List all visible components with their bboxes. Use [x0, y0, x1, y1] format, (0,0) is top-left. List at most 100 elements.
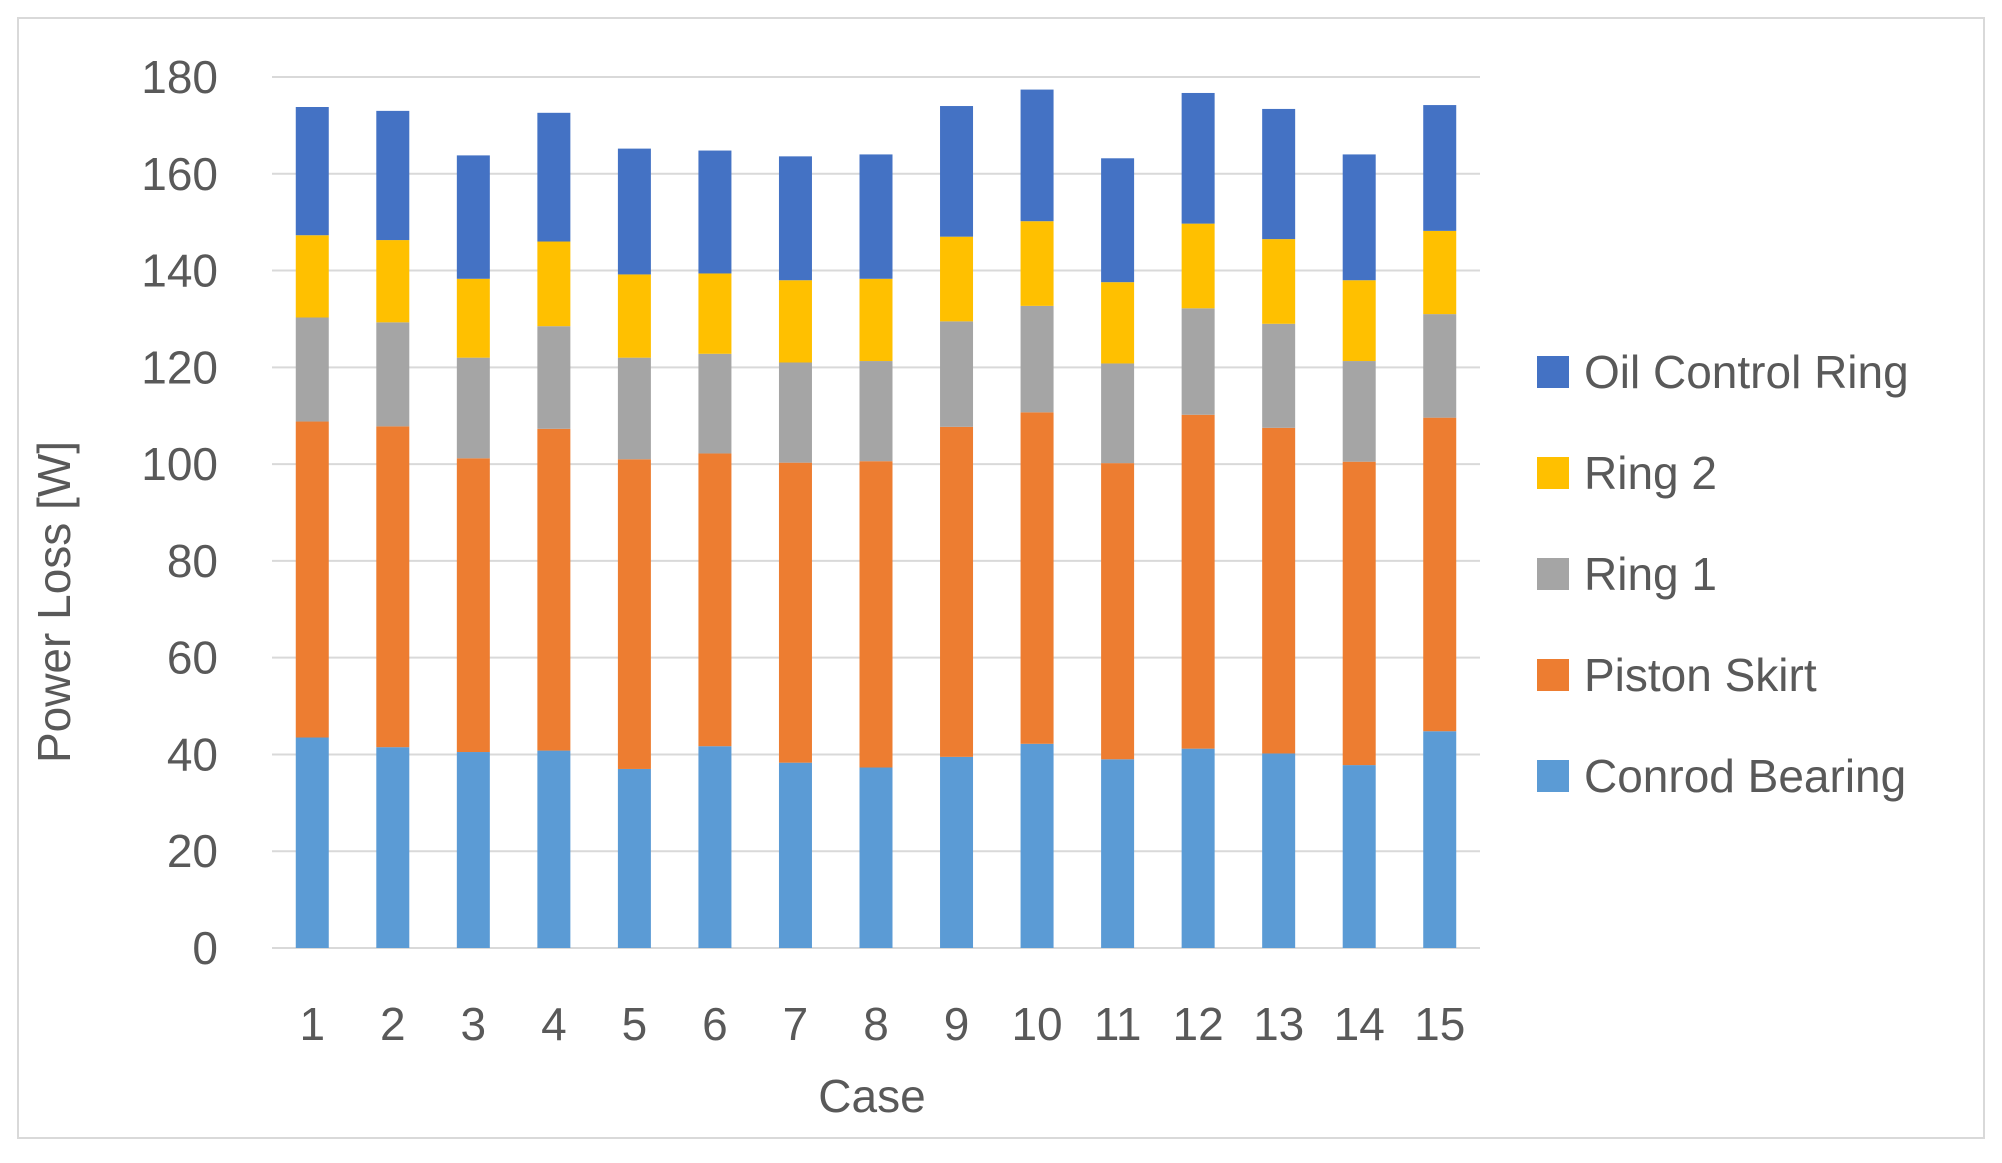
bar-segment	[1181, 92, 1215, 224]
bar-segment	[617, 148, 651, 275]
x-axis-title: Case	[818, 1070, 925, 1122]
legend-swatch	[1537, 760, 1569, 792]
y-tick-label: 140	[141, 245, 218, 297]
y-tick-label: 60	[167, 632, 218, 684]
bar-segment	[1020, 89, 1054, 222]
bar-segment	[859, 361, 893, 462]
x-tick-label: 8	[863, 998, 889, 1050]
x-tick-label: 13	[1253, 998, 1304, 1050]
x-tick-label: 11	[1094, 998, 1142, 1050]
bar-segment	[940, 321, 974, 427]
bar-segment	[1020, 305, 1054, 413]
x-tick-label: 10	[1011, 998, 1062, 1050]
bar-segment	[859, 278, 893, 362]
legend-label: Conrod Bearing	[1584, 750, 1906, 802]
bar-segment	[778, 762, 812, 948]
bars	[295, 89, 1457, 948]
bar-segment	[1342, 280, 1376, 362]
legend-swatch	[1537, 558, 1569, 590]
bar-segment	[1423, 105, 1457, 231]
bar-segment	[1181, 223, 1215, 309]
bar-segment	[537, 750, 571, 948]
bar-segment	[617, 357, 651, 460]
y-axis-title: Power Loss [W]	[28, 441, 80, 763]
x-tick-label: 14	[1334, 998, 1385, 1050]
bar-segment	[1181, 308, 1215, 415]
legend-swatch	[1537, 356, 1569, 388]
bar-segment	[1342, 461, 1376, 766]
legend-label: Ring 1	[1584, 548, 1717, 600]
bar-segment	[1101, 282, 1135, 364]
y-tick-label: 40	[167, 728, 218, 780]
x-tick-label: 15	[1414, 998, 1465, 1050]
bar-segment	[1262, 427, 1296, 754]
bar-segment	[537, 241, 571, 327]
bar-segment	[940, 426, 974, 757]
bar-segment	[456, 458, 490, 753]
bar-segment	[778, 462, 812, 763]
bar-segment	[859, 154, 893, 279]
y-tick-label: 20	[167, 825, 218, 877]
bar-segment	[1101, 463, 1135, 760]
bar-segment	[1020, 412, 1054, 744]
bar-segment	[698, 353, 732, 454]
y-tick-label: 180	[141, 51, 218, 103]
bar-segment	[456, 357, 490, 459]
bar-segment	[1101, 158, 1135, 283]
bar-segment	[376, 110, 410, 241]
x-tick-label: 7	[783, 998, 809, 1050]
bar-segment	[1342, 765, 1376, 948]
y-tick-label: 80	[167, 535, 218, 587]
x-tick-label: 12	[1173, 998, 1224, 1050]
bar-segment	[376, 322, 410, 427]
bar-segment	[537, 428, 571, 751]
bar-segment	[295, 737, 329, 948]
legend-swatch	[1537, 659, 1569, 691]
bar-segment	[295, 317, 329, 422]
x-tick-label: 1	[299, 998, 325, 1050]
legend-swatch	[1537, 457, 1569, 489]
bar-segment	[295, 235, 329, 318]
bar-segment	[456, 752, 490, 948]
y-tick-label: 120	[141, 341, 218, 393]
x-tick-label: 4	[541, 998, 567, 1050]
bar-segment	[698, 273, 732, 354]
bar-segment	[537, 112, 571, 242]
bar-segment	[376, 240, 410, 323]
bar-segment	[940, 756, 974, 948]
bar-segment	[295, 107, 329, 236]
bar-segment	[698, 150, 732, 274]
bar-segment	[456, 155, 490, 279]
chart-border	[17, 17, 1985, 1139]
bar-segment	[1181, 414, 1215, 749]
bar-segment	[1181, 748, 1215, 948]
bar-segment	[859, 767, 893, 948]
y-tick-label: 160	[141, 148, 218, 200]
bar-segment	[1101, 759, 1135, 948]
bar-segment	[1342, 361, 1376, 462]
bar-segment	[1020, 743, 1054, 948]
x-tick-label: 2	[380, 998, 406, 1050]
bar-segment	[1262, 323, 1296, 428]
bar-segment	[859, 461, 893, 768]
bar-segment	[1423, 417, 1457, 732]
bar-segment	[1262, 239, 1296, 324]
x-tick-label: 6	[702, 998, 728, 1050]
bar-segment	[1262, 108, 1296, 240]
x-tick-label: 3	[461, 998, 487, 1050]
x-tick-label: 5	[622, 998, 648, 1050]
bar-segment	[1262, 753, 1296, 948]
bar-segment	[537, 326, 571, 429]
bar-segment	[778, 280, 812, 363]
bar-segment	[1020, 221, 1054, 306]
bar-segment	[1101, 363, 1135, 464]
bar-segment	[456, 278, 490, 358]
legend-label: Ring 2	[1584, 447, 1717, 499]
bar-segment	[698, 453, 732, 747]
bar-segment	[778, 362, 812, 463]
bar-segment	[617, 768, 651, 948]
x-tick-label: 9	[944, 998, 970, 1050]
bar-segment	[617, 274, 651, 358]
